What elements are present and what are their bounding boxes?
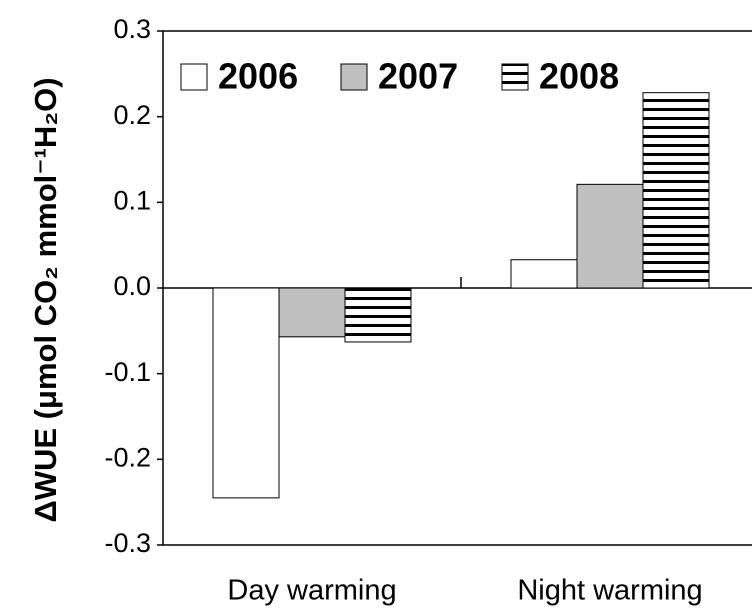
y-tick-label: 0.3: [113, 14, 151, 44]
y-tick-label: 0.1: [113, 185, 151, 215]
x-tick-label: Night warming: [517, 575, 702, 607]
y-tick-label: 0.0: [113, 271, 151, 301]
bar: [642, 92, 710, 289]
bar: [212, 287, 280, 499]
y-axis-title: ΔWUE (μmol CO₂ mmol⁻¹H₂O): [28, 77, 63, 522]
bar: [344, 287, 412, 343]
legend-swatch: [501, 63, 529, 91]
bar: [576, 183, 644, 289]
legend-swatch: [180, 63, 208, 91]
y-tick-label: -0.2: [104, 442, 151, 472]
legend-label: 2006: [218, 56, 298, 97]
bar: [278, 287, 346, 338]
y-tick-label: 0.2: [113, 100, 151, 130]
y-tick-label: -0.1: [104, 357, 151, 387]
legend-label: 2008: [539, 56, 619, 97]
y-tick-label: -0.3: [104, 528, 151, 558]
legend-swatch: [340, 63, 368, 91]
x-tick-label: Day warming: [227, 575, 396, 607]
bar: [510, 259, 578, 289]
legend-label: 2007: [378, 56, 458, 97]
